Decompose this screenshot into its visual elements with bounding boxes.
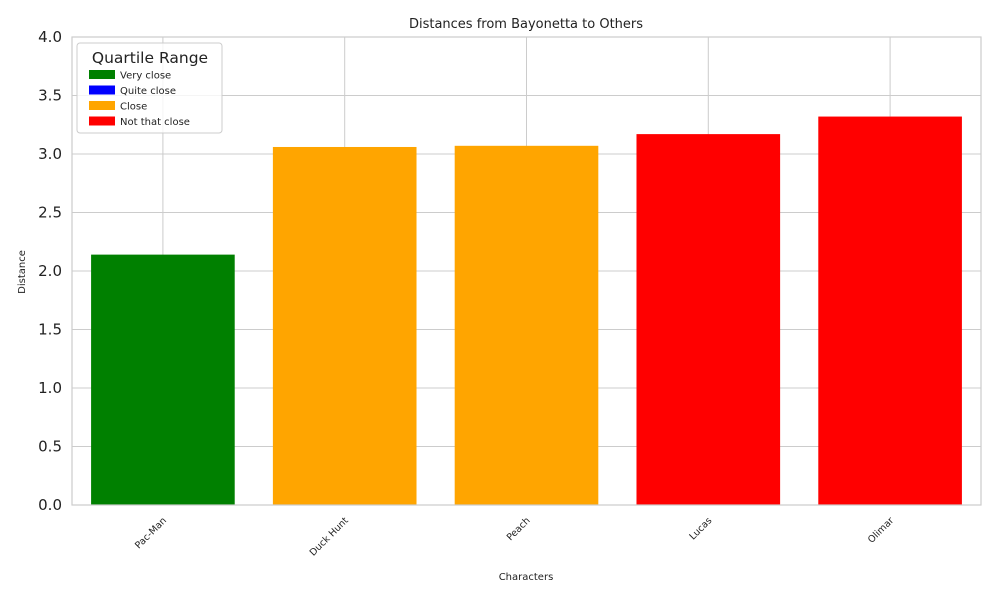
- plot-frame: [71, 36, 982, 506]
- x-tick-label: Duck Hunt: [308, 515, 351, 558]
- y-tick-label: 3.0: [38, 145, 62, 163]
- x-tick-labels: Pac-Man Duck Hunt Peach Lucas Olimar: [133, 515, 896, 558]
- y-tick-label: 3.5: [38, 87, 62, 105]
- legend-label: Quite close: [120, 86, 176, 97]
- x-tick-label: Lucas: [687, 515, 714, 542]
- legend-box: [76, 42, 223, 134]
- y-tick-label: 1.0: [38, 379, 62, 397]
- x-tick-label: Peach: [505, 515, 533, 543]
- x-tick-label: Olimar: [866, 515, 896, 545]
- legend-label: Close: [120, 102, 147, 113]
- legend-title: Quartile Range: [92, 49, 208, 67]
- chart-title: Distances from Bayonetta to Others: [409, 17, 643, 32]
- legend-swatch: [89, 70, 115, 79]
- y-tick-label: 1.5: [38, 321, 62, 339]
- bar-peach: [454, 145, 599, 505]
- bar-pac-man: [91, 254, 235, 505]
- bar-olimar: [818, 116, 962, 505]
- x-axis-label: Characters: [499, 572, 554, 583]
- y-tick-label: 0.5: [38, 438, 62, 456]
- legend-swatch: [89, 101, 115, 110]
- x-tick-label: Pac-Man: [133, 515, 169, 551]
- bar-lucas: [636, 134, 781, 506]
- legend: Quartile Range Very close Quite close Clos…: [76, 42, 223, 134]
- y-tick-label: 2.0: [38, 262, 62, 280]
- y-tick-label: 0.0: [38, 496, 62, 514]
- legend-swatch: [89, 85, 115, 95]
- y-tick-label: 4.0: [38, 28, 62, 46]
- bar-duck-hunt: [272, 146, 417, 506]
- y-tick-label: 2.5: [38, 204, 62, 222]
- bars: [91, 116, 962, 506]
- legend-label: Not that close: [120, 117, 190, 128]
- legend-swatch: [89, 116, 115, 126]
- legend-entries: Very close Quite close Close Not that close: [89, 70, 190, 128]
- y-tick-labels: 0.0 0.5 1.0 1.5 2.0 2.5 3.0 3.5 4.0: [38, 28, 62, 514]
- legend-label: Very close: [120, 71, 171, 82]
- y-axis-label: Distance: [17, 250, 28, 294]
